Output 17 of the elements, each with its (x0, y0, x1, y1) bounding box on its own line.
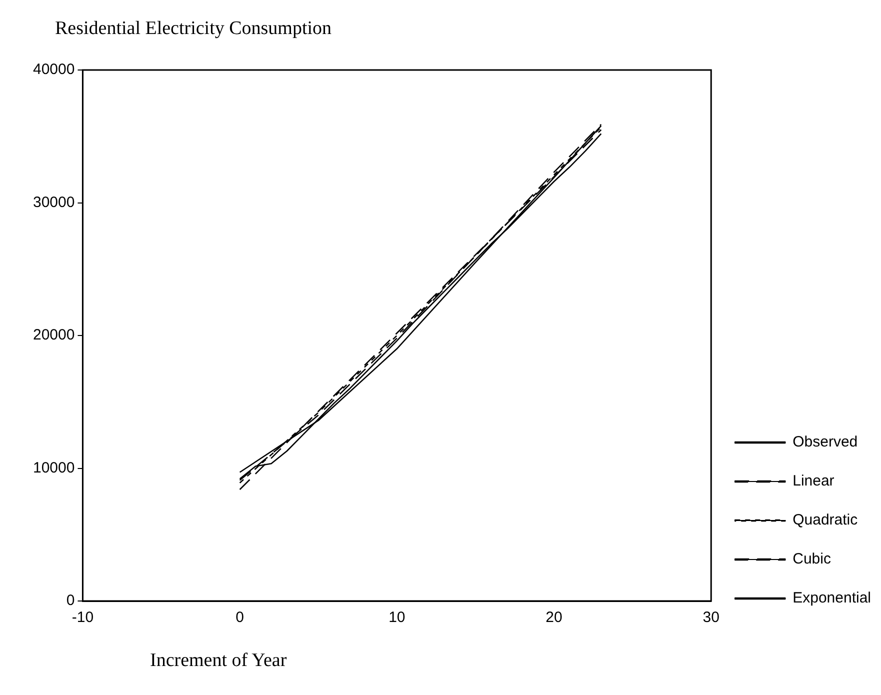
legend-label: Exponential (792, 590, 872, 607)
legend-label: Observed (792, 434, 858, 451)
legend-label: Cubic (792, 550, 832, 568)
legend-label: Quadratic (792, 512, 858, 529)
y-tick-label: 0 (66, 592, 75, 610)
y-tick-label: 40000 (32, 61, 75, 78)
y-tick-label: 10000 (32, 459, 75, 476)
y-tick-label: 30000 (32, 194, 75, 211)
y-tick-label: 20000 (32, 326, 75, 344)
x-tick-label: 20 (546, 609, 562, 626)
x-tick-label: 30 (702, 609, 720, 626)
x-tick-label: 10 (388, 609, 406, 626)
x-axis-title: Increment of Year (150, 650, 287, 672)
legend-label: Linear (792, 472, 834, 490)
x-tick-label: 0 (236, 609, 244, 626)
x-tick-label: -10 (72, 609, 94, 626)
chart-title: Residential Electricity Consumption (55, 18, 332, 40)
